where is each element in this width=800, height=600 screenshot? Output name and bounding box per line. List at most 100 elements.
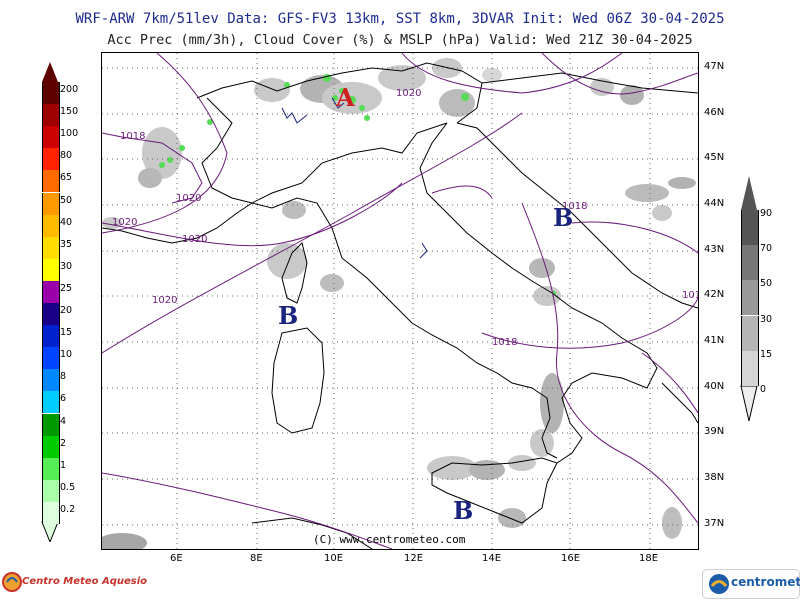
cloud-legend-swatch	[741, 350, 759, 386]
lat-label: 39N	[704, 426, 725, 437]
precip-legend-label: 8	[60, 371, 67, 383]
precip-legend-swatch	[42, 391, 60, 414]
weather-map: 1018 1020 1020 1020 1020 1020 1018 1018 …	[101, 52, 699, 550]
lon-label: 12E	[404, 553, 424, 564]
precip-legend-swatch	[42, 236, 60, 259]
precip-legend-label: 150	[60, 106, 79, 118]
isobar-label: 1020	[152, 295, 178, 306]
low-pressure-center: B	[278, 301, 299, 330]
precip-legend-swatch	[42, 457, 60, 480]
lat-label: 41N	[704, 335, 725, 346]
centrometeo-globe-icon	[709, 574, 729, 594]
isobar-label: 1018	[120, 131, 146, 142]
centrometeo-logo-text: centrometeo	[731, 575, 800, 589]
cloud-legend-label: 15	[760, 348, 773, 360]
precip-legend-swatch	[42, 192, 60, 215]
precipitation-legend: 200 150 100 80 65 50 40 35 30 25 20 15 10 8 6 4 2 1 0.5 0.2	[38, 62, 98, 542]
precip-legend-label: 40	[60, 216, 73, 228]
lon-label: 16E	[561, 553, 581, 564]
precip-legend-swatch	[42, 280, 60, 303]
precip-legend-label: 4	[60, 415, 67, 427]
lat-label: 44N	[704, 198, 725, 209]
coastlines	[102, 62, 698, 549]
lat-label: 38N	[704, 472, 725, 483]
chart-title: WRF-ARW 7km/51lev Data: GFS-FV3 13km, SS…	[75, 11, 725, 27]
cloud-cover-legend: 90 70 50 30 15 0	[738, 176, 798, 426]
precip-legend-label: 80	[60, 150, 73, 162]
precip-legend-swatch	[42, 104, 60, 127]
low-pressure-center: B	[453, 496, 474, 525]
precip-legend-swatch	[42, 501, 60, 524]
precip-legend-label: 6	[60, 393, 67, 405]
cloud-legend-swatch	[741, 245, 759, 281]
lakes	[281, 97, 428, 259]
precip-legend-swatch	[42, 258, 60, 281]
lon-label: 6E	[170, 553, 183, 564]
lat-label: 45N	[704, 152, 725, 163]
precip-legend-label: 1	[60, 459, 67, 471]
isobar-label: 1020	[396, 88, 422, 99]
lon-label: 10E	[324, 553, 344, 564]
centro-meteo-aquesio-logo-icon	[2, 572, 22, 592]
precip-legend-label: 10	[60, 349, 73, 361]
isobars	[102, 53, 698, 549]
precip-legend-label: 200	[60, 84, 79, 95]
precip-legend-label: 30	[60, 260, 73, 272]
precip-legend-swatch	[42, 303, 60, 325]
isobar-label: 1018	[562, 201, 588, 212]
precip-legend-swatch	[42, 148, 60, 171]
precip-legend-label: 0.2	[60, 503, 76, 515]
map-canvas	[102, 53, 698, 549]
isobar-label: 1018	[492, 337, 518, 348]
lat-label: 37N	[704, 518, 725, 529]
cloud-legend-label: 50	[760, 278, 773, 290]
lon-label: 8E	[250, 553, 263, 564]
precip-legend-label: 50	[60, 194, 73, 206]
centrometeo-logo	[702, 569, 800, 599]
precip-legend-label: 100	[60, 128, 79, 140]
isobar-label: 1020	[182, 234, 208, 245]
precipitation-layer	[159, 74, 556, 295]
precip-legend-swatch	[42, 347, 60, 370]
precip-legend-label: 2	[60, 437, 67, 449]
precip-legend-swatch	[42, 214, 60, 237]
chart-subtitle: Acc Prec (mm/3h), Cloud Cover (%) & MSLP…	[107, 32, 693, 48]
precip-legend-label: 20	[60, 305, 73, 316]
lat-label: 42N	[704, 289, 725, 300]
cloud-legend-label: 90	[760, 208, 773, 219]
precip-legend-swatch	[42, 82, 60, 104]
precip-legend-label: 15	[60, 327, 73, 339]
precip-legend-swatch	[42, 369, 60, 392]
lat-label: 47N	[704, 61, 725, 72]
isobar-label: 1020	[176, 193, 202, 204]
precip-legend-swatch	[42, 170, 60, 193]
lon-label: 18E	[639, 553, 659, 564]
precip-legend-label: 35	[60, 238, 73, 250]
lat-label: 46N	[704, 107, 725, 118]
lon-label: 14E	[482, 553, 502, 564]
cloud-legend-label: 30	[760, 313, 773, 325]
precip-legend-label: 0.5	[60, 481, 76, 493]
cloud-legend-swatch	[741, 280, 759, 316]
cloud-legend-label: 70	[760, 243, 773, 255]
cloud-legend-swatch	[741, 210, 759, 245]
cloud-legend-swatch	[741, 315, 759, 351]
legend-arrow-shapes	[740, 176, 758, 422]
cloud-cover-layer	[102, 58, 696, 549]
isobar-label: 1020	[112, 217, 138, 228]
precip-legend-swatch	[42, 435, 60, 458]
cloud-legend-label: 0	[760, 384, 767, 395]
credit-text: (C) www.centrometeo.com	[313, 533, 466, 546]
precip-legend-swatch	[42, 413, 60, 436]
isobar-label: 101	[682, 290, 698, 301]
precip-legend-swatch	[42, 479, 60, 502]
low-pressure-center: B	[553, 203, 574, 232]
centro-meteo-aquesio-logo: Centro Meteo Aquesio	[22, 576, 147, 587]
precip-legend-swatch	[42, 325, 60, 348]
high-pressure-center: A	[336, 83, 355, 112]
lat-label: 43N	[704, 244, 725, 255]
precip-legend-label: 65	[60, 172, 73, 184]
lat-label: 40N	[704, 381, 725, 392]
precip-legend-swatch	[42, 126, 60, 149]
precip-legend-label: 25	[60, 282, 73, 294]
